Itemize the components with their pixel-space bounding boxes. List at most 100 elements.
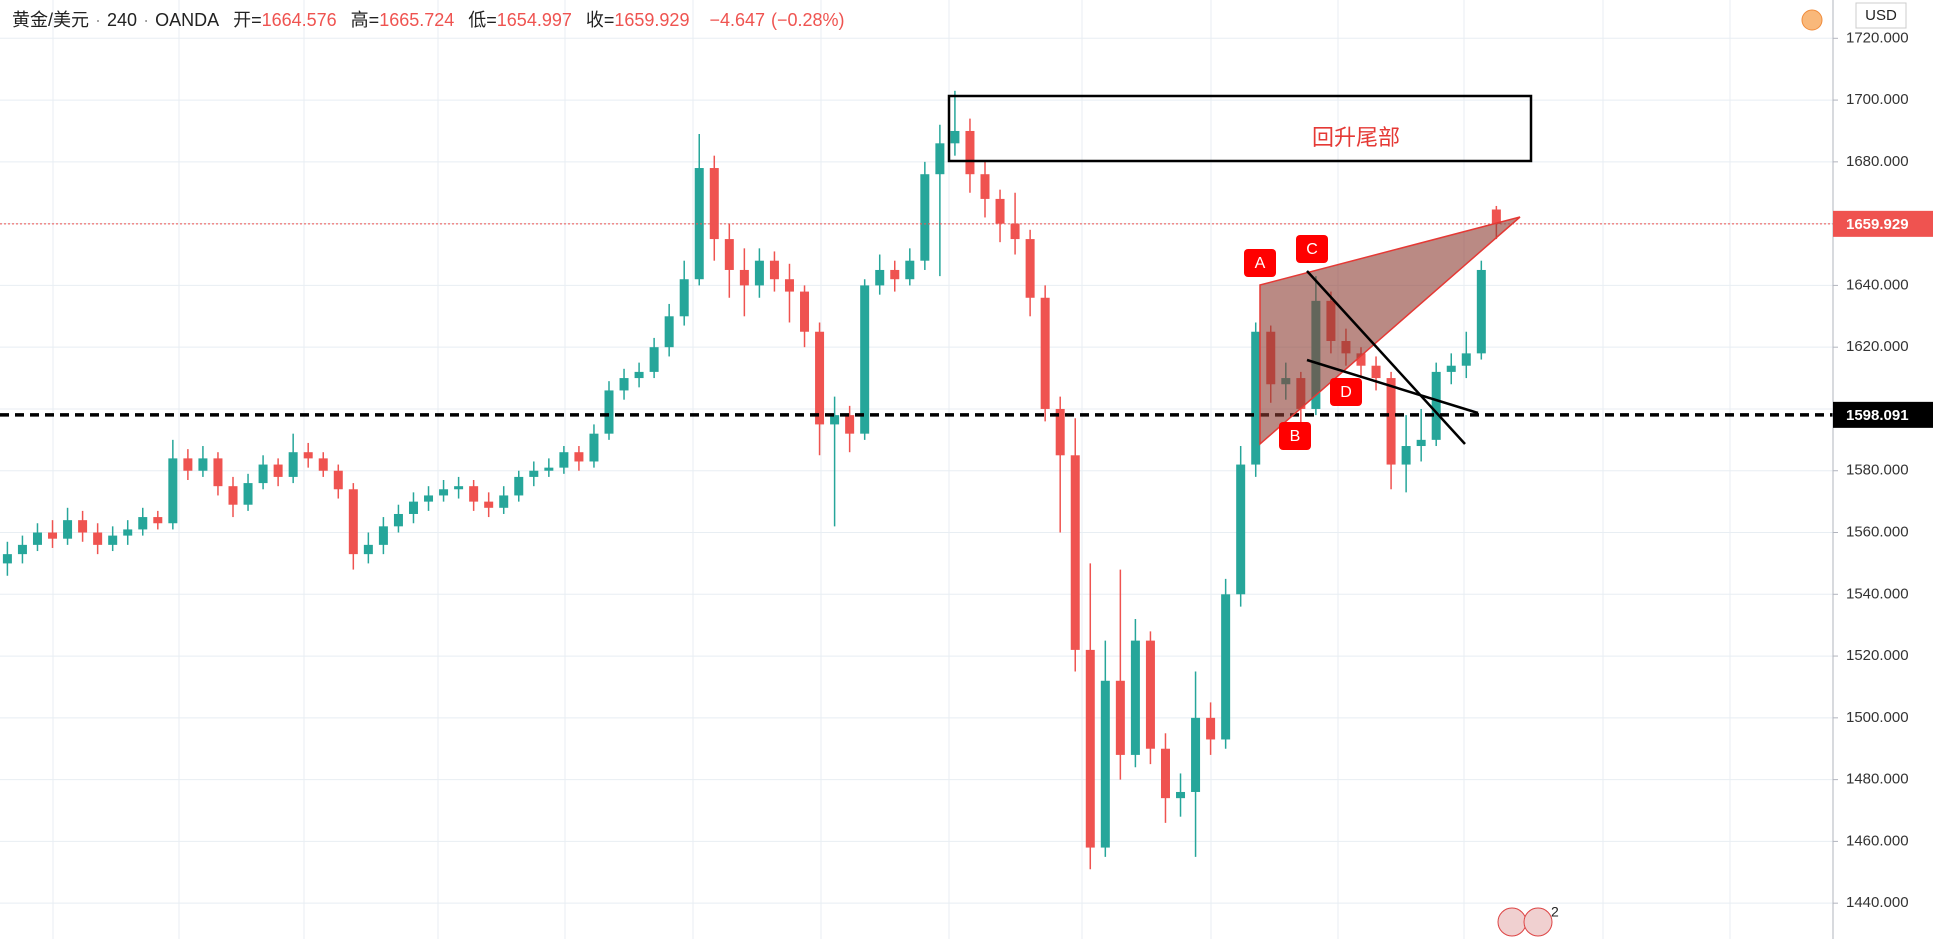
candle-body [1191,717,1201,792]
point-label: C [1306,241,1318,258]
y-tick-label: 1460.000 [1846,832,1909,849]
price-tag [1833,401,1933,428]
candle-body [739,269,749,286]
separator: · [143,10,150,30]
currency: USD [1865,7,1897,24]
candle-body [1251,331,1261,465]
source: OANDA [155,10,220,30]
candle-body [1221,594,1231,740]
candle-body [845,415,855,434]
candle-body [424,495,434,502]
candle-body [965,130,975,175]
candle-body [2,554,12,564]
ohlc-value: 1664.576 [261,10,337,30]
candle-body [514,476,524,496]
zone-label: 回升尾部 [1312,125,1400,150]
candle-body [980,174,990,199]
candle-body [1461,353,1471,366]
candle-body [995,198,1005,224]
event-icon[interactable] [1497,907,1527,937]
candle-body [1491,209,1501,224]
candle-body [589,433,599,462]
candle-body [318,458,328,471]
point-badge [1330,378,1362,406]
candle-body [1356,353,1366,366]
events-badge: 2 [1551,904,1559,920]
candle-body [243,483,253,505]
candle-body [1371,365,1381,379]
price-tag-label: 1659.929 [1846,216,1909,233]
candle-body [93,532,103,545]
candle-body [905,260,915,280]
candle-body [724,239,734,270]
candle-body [288,452,298,477]
candle-body [333,470,343,490]
candle-body [183,458,193,471]
zone-box [947,94,1533,163]
candle-body [484,501,494,508]
candle-body [228,486,238,505]
candle-body [815,331,825,425]
currency-box[interactable] [1855,2,1907,29]
trend-line [1306,270,1466,445]
y-tick-label: 1680.000 [1846,153,1909,170]
ohlc-value: 1659.929 [614,10,690,30]
candle-body [439,489,449,496]
candle-body [860,285,870,434]
candle-body [1070,455,1080,650]
y-tick-label: 1580.000 [1846,462,1909,479]
candle-body [784,279,794,292]
candle-body [574,452,584,462]
y-tick-label: 1640.000 [1846,276,1909,293]
point-badge [1244,249,1276,277]
candle-body [1386,378,1396,465]
candle-body [138,517,148,530]
candle-body [679,279,689,317]
candle-body [664,316,674,348]
y-tick-label: 1540.000 [1846,585,1909,602]
candle-body [604,390,614,434]
candle-body [393,513,403,527]
candle-body [378,526,388,545]
candle-body [454,486,464,490]
candle-body [1115,680,1125,755]
change-percent: (−0.28%) [771,10,845,30]
symbol: 黄金/美元 [12,10,90,30]
candle-body [78,520,88,533]
candle-body [48,532,58,539]
candle-body [258,464,268,484]
candle-body [694,168,704,280]
candle-body [559,452,569,468]
candle-body [1100,680,1110,848]
candle-body [619,378,629,391]
y-tick-label: 1500.000 [1846,709,1909,726]
price-tag-label: 1598.091 [1846,407,1909,424]
candle-body [875,269,885,286]
candle-body [408,501,418,514]
candle-body [198,458,208,471]
point-label: B [1290,428,1301,445]
candle-body [920,174,930,261]
candle-body [123,529,133,536]
candle-body [1145,640,1155,749]
candle-body [544,467,554,471]
candle-body [1476,269,1486,354]
candle-body [363,544,373,555]
y-tick-label: 1520.000 [1846,647,1909,664]
candle-body [63,520,73,539]
event-icon[interactable] [1523,907,1553,937]
y-tick-label: 1560.000 [1846,523,1909,540]
price-tag [1833,210,1933,237]
candle-body [1055,408,1065,456]
candle-body [153,517,163,524]
point-label: D [1340,384,1352,401]
candle-body [754,260,764,286]
y-tick-label: 1480.000 [1846,771,1909,788]
ohlc-label: 高= [350,10,380,30]
candle-body [108,535,118,545]
candle-body [1446,365,1456,372]
triangle-pattern [1259,216,1521,446]
candle-body [499,495,509,508]
status-icon[interactable] [1801,9,1823,31]
change: −4.647 [709,10,766,30]
